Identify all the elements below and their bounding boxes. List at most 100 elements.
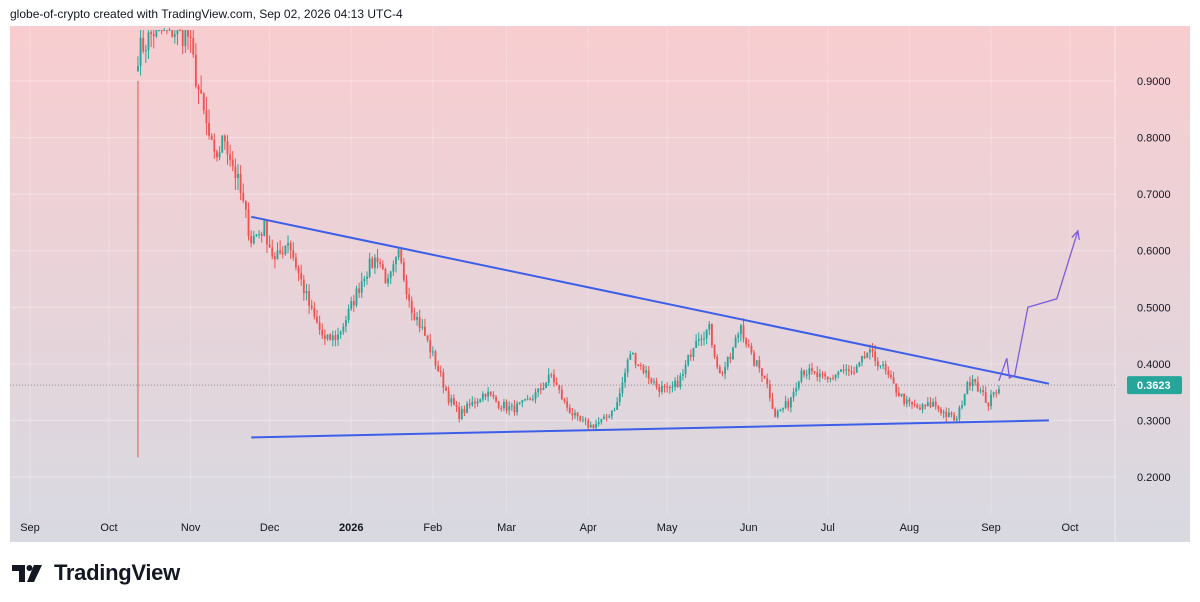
candle bbox=[500, 405, 503, 412]
candle bbox=[761, 368, 763, 382]
price-tick-label: 0.7000 bbox=[1137, 189, 1171, 201]
candle-body bbox=[263, 220, 266, 236]
time-tick-label: Oct bbox=[1061, 522, 1078, 534]
candle-body bbox=[510, 405, 513, 407]
candle-body bbox=[360, 281, 363, 293]
candle bbox=[266, 220, 268, 254]
candle bbox=[350, 296, 353, 311]
candle bbox=[890, 370, 892, 380]
support-trendline bbox=[251, 419, 1049, 439]
candle-body bbox=[947, 412, 950, 418]
candle bbox=[979, 387, 982, 394]
candle-body bbox=[163, 30, 166, 32]
candle-body bbox=[276, 250, 279, 260]
candle bbox=[308, 284, 311, 314]
candle bbox=[229, 144, 232, 167]
candle bbox=[310, 299, 313, 311]
candle bbox=[958, 405, 961, 423]
candle bbox=[997, 385, 1000, 395]
candle-body bbox=[389, 271, 392, 279]
candle-body bbox=[326, 334, 329, 339]
price-chart[interactable]: 0.9000 0.8000 0.7000 0.6000 0.5000 0.4000 0.30… bbox=[10, 26, 1190, 542]
candle-body bbox=[187, 30, 189, 37]
candle bbox=[234, 158, 237, 190]
candle-body bbox=[150, 32, 153, 35]
candle bbox=[729, 352, 732, 364]
candle-body bbox=[308, 291, 311, 306]
candle bbox=[834, 374, 837, 382]
candle bbox=[632, 352, 634, 355]
candle-body bbox=[284, 245, 287, 255]
candle-body bbox=[953, 414, 956, 421]
chart-canvas[interactable]: 0.9000 0.8000 0.7000 0.6000 0.5000 0.4000 0.30… bbox=[10, 26, 1190, 542]
candle-body bbox=[950, 412, 953, 415]
candle-body bbox=[990, 394, 992, 407]
candle-body bbox=[711, 324, 713, 346]
candle bbox=[434, 349, 437, 370]
candle bbox=[421, 319, 424, 331]
candle bbox=[995, 389, 998, 398]
candle-body bbox=[897, 392, 900, 396]
candle bbox=[969, 376, 971, 391]
candle bbox=[139, 30, 142, 76]
candle-body bbox=[323, 335, 326, 339]
candle-body bbox=[531, 399, 534, 401]
candle-body bbox=[592, 424, 595, 428]
candle bbox=[595, 419, 597, 430]
candle bbox=[363, 275, 366, 287]
candle-body bbox=[824, 373, 827, 377]
candles-layer bbox=[137, 27, 1000, 458]
candle-body bbox=[492, 394, 495, 397]
candle bbox=[489, 391, 492, 397]
candle bbox=[426, 334, 429, 343]
candle-body bbox=[234, 166, 237, 179]
candle-body bbox=[181, 30, 184, 47]
candle bbox=[252, 230, 255, 245]
candle-body bbox=[426, 335, 429, 341]
candle bbox=[450, 394, 453, 407]
candle-body bbox=[197, 86, 200, 90]
price-axis[interactable]: 0.9000 0.8000 0.7000 0.6000 0.5000 0.4000 0.30… bbox=[1127, 76, 1182, 484]
candle bbox=[244, 200, 247, 219]
candle-body bbox=[587, 420, 590, 428]
candle bbox=[721, 370, 724, 377]
candle bbox=[887, 366, 890, 379]
candle-body bbox=[637, 364, 640, 366]
candle bbox=[784, 395, 787, 409]
projection-path bbox=[998, 230, 1079, 382]
candle bbox=[221, 134, 224, 154]
candle-body bbox=[761, 368, 763, 376]
candle bbox=[629, 350, 632, 360]
candle-body bbox=[305, 291, 308, 294]
candle-body bbox=[347, 308, 350, 321]
candle bbox=[376, 248, 379, 269]
candle-body bbox=[732, 347, 734, 360]
candle-body bbox=[392, 264, 395, 272]
candle bbox=[597, 417, 600, 427]
time-tick-label: Jul bbox=[821, 522, 835, 534]
time-axis[interactable]: Sep Oct Nov Dec 2026 Feb Mar Apr May Jun Jul Aug Sep… bbox=[20, 522, 1078, 534]
candle bbox=[840, 368, 842, 372]
candle bbox=[934, 396, 937, 410]
candle-body bbox=[421, 326, 424, 328]
candle bbox=[737, 331, 740, 343]
candle bbox=[179, 28, 181, 32]
candle bbox=[571, 408, 574, 421]
candle-body bbox=[244, 201, 247, 210]
candle-body bbox=[618, 393, 621, 402]
candle-body bbox=[595, 423, 597, 428]
candle bbox=[866, 352, 869, 359]
candle bbox=[395, 256, 397, 273]
candle bbox=[560, 385, 563, 400]
candle bbox=[194, 43, 197, 89]
candle-body bbox=[610, 410, 613, 417]
candle bbox=[992, 391, 995, 398]
candle-body bbox=[200, 89, 203, 94]
candle-body bbox=[534, 392, 537, 400]
candle-body bbox=[474, 401, 476, 404]
candle bbox=[529, 397, 532, 401]
candle bbox=[413, 307, 416, 321]
candle bbox=[832, 374, 834, 381]
candle bbox=[876, 357, 879, 371]
price-tick-label: 0.8000 bbox=[1137, 133, 1171, 145]
